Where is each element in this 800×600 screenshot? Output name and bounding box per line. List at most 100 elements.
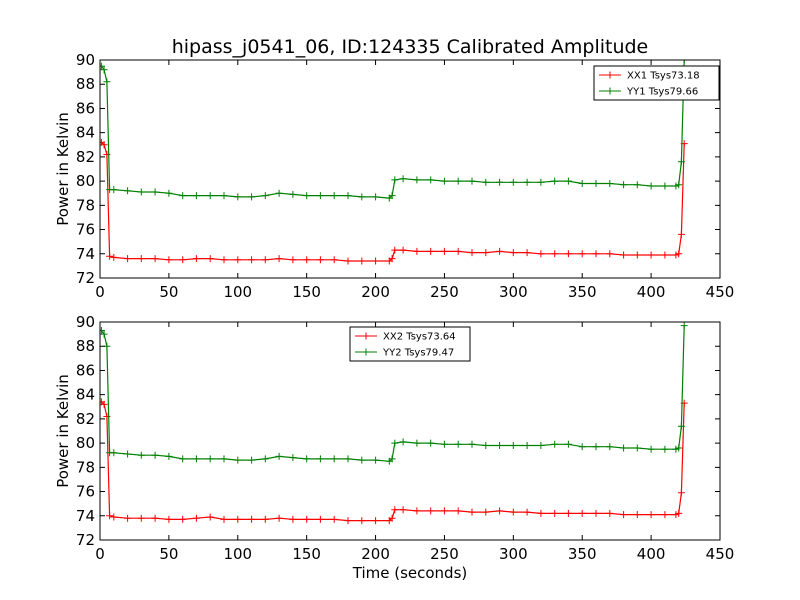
data-point-2-2-49 <box>677 422 685 430</box>
x-tick-label: 400 <box>637 545 666 563</box>
data-point-2-2-46 <box>661 445 669 453</box>
data-point-1-2-31 <box>454 177 462 185</box>
x-tick-label: 250 <box>430 545 459 563</box>
top-panel: 0 50 100 150 200 250 300 350 400 450 72 74 76 78 80 82 8… <box>76 51 734 301</box>
data-point-1-2-1 <box>100 66 108 74</box>
data-point-2-2-45 <box>647 445 655 453</box>
data-point-2-1-30 <box>440 507 448 515</box>
data-point-2-2-23 <box>372 456 380 464</box>
data-point-1-1-4 <box>110 253 118 261</box>
data-point-2-1-8 <box>165 515 173 523</box>
data-point-2-2-29 <box>427 439 435 447</box>
data-point-2-1-45 <box>647 511 655 519</box>
data-point-2-1-36 <box>523 508 531 516</box>
data-point-1-1-18 <box>303 256 311 264</box>
y-tick-label: 84 <box>76 386 95 404</box>
legend-swatch <box>355 332 377 340</box>
data-point-1-1-43 <box>620 251 628 259</box>
data-point-2-1-34 <box>496 507 504 515</box>
y-tick-label: 82 <box>76 148 95 166</box>
data-point-1-2-21 <box>344 192 352 200</box>
data-point-2-2-1 <box>100 330 108 338</box>
data-point-2-1-15 <box>261 515 269 523</box>
data-point-1-2-37 <box>537 178 545 186</box>
data-point-2-2-33 <box>482 442 490 449</box>
data-point-2-1-48 <box>675 509 683 517</box>
data-point-1-2-19 <box>316 192 324 200</box>
y-tick-label: 80 <box>76 172 95 190</box>
data-point-2-2-0 <box>100 327 105 334</box>
data-point-1-2-17 <box>289 190 297 198</box>
data-point-2-1-49 <box>677 489 685 497</box>
y-tick-label: 72 <box>76 269 95 287</box>
x-tick-label: 450 <box>706 283 735 301</box>
data-point-1-2-32 <box>468 177 476 185</box>
y-tick-label: 90 <box>76 313 95 331</box>
data-point-2-1-27 <box>399 506 407 514</box>
data-point-1-2-9 <box>179 192 187 200</box>
data-point-2-1-25 <box>388 514 396 522</box>
data-point-2-2-26 <box>391 439 399 447</box>
data-point-2-1-37 <box>537 509 545 517</box>
data-point-2-1-6 <box>137 514 145 522</box>
data-point-2-1-26 <box>391 506 399 514</box>
data-point-2-2-8 <box>165 452 173 460</box>
data-point-1-1-37 <box>537 250 545 258</box>
data-point-1-2-13 <box>234 193 242 201</box>
data-point-1-1-13 <box>234 256 242 264</box>
data-point-1-2-30 <box>440 177 448 185</box>
axes-frame-1 <box>99 59 721 279</box>
data-point-1-2-29 <box>427 176 435 184</box>
data-point-2-2-12 <box>220 455 228 463</box>
top-y-axis-label: Power in Kelvin <box>54 112 72 226</box>
data-point-2-1-31 <box>454 507 462 515</box>
axes-frame-2 <box>99 321 721 541</box>
y-tick-label: 80 <box>76 434 95 452</box>
data-point-1-2-15 <box>261 192 269 200</box>
data-point-2-2-30 <box>440 440 448 448</box>
data-point-1-1-8 <box>165 256 173 264</box>
data-point-2-2-11 <box>206 455 214 463</box>
data-point-1-1-3 <box>106 252 114 260</box>
y-tick-label: 76 <box>76 483 95 501</box>
data-point-2-2-6 <box>137 451 145 459</box>
data-point-1-1-7 <box>151 255 159 263</box>
data-point-2-2-13 <box>234 456 242 464</box>
data-point-2-2-36 <box>523 442 531 449</box>
data-point-1-1-16 <box>275 255 283 263</box>
bottom-y-axis-label: Power in Kelvin <box>54 374 72 488</box>
data-point-2-1-23 <box>372 517 380 525</box>
data-point-2-1-3 <box>106 512 114 520</box>
data-point-2-2-43 <box>620 444 628 452</box>
x-tick-label: 300 <box>499 283 528 301</box>
data-point-2-1-43 <box>620 511 628 519</box>
data-point-2-1-32 <box>468 508 476 516</box>
data-point-2-2-10 <box>192 455 200 463</box>
data-point-1-1-23 <box>372 257 380 265</box>
data-point-2-2-15 <box>261 455 269 463</box>
data-point-1-1-20 <box>330 256 338 264</box>
data-point-1-1-36 <box>523 249 531 257</box>
data-point-1-2-40 <box>578 180 586 187</box>
data-point-1-1-22 <box>358 257 366 265</box>
data-point-1-1-29 <box>427 247 435 255</box>
data-point-2-1-44 <box>633 511 641 519</box>
data-point-2-1-28 <box>413 507 421 515</box>
data-point-2-2-16 <box>275 452 283 460</box>
legend-entry-label: YY1 Tsys79.66 <box>626 87 698 98</box>
data-point-1-2-2 <box>103 78 111 86</box>
data-point-1-1-15 <box>261 256 269 264</box>
data-point-1-2-10 <box>192 192 200 200</box>
data-point-1-2-38 <box>551 177 559 185</box>
data-point-1-2-46 <box>661 182 669 190</box>
data-point-1-1-5 <box>124 255 132 263</box>
y-tick-label: 76 <box>76 221 95 239</box>
y-tick-label: 78 <box>76 196 95 214</box>
data-point-1-2-43 <box>620 181 628 189</box>
y-tick-label: 88 <box>76 337 95 355</box>
data-point-2-1-39 <box>564 509 572 517</box>
legend-entry-label: XX1 Tsys73.18 <box>627 71 700 82</box>
legend-entry-label: XX2 Tsys73.64 <box>383 332 456 343</box>
data-point-2-1-9 <box>179 515 187 523</box>
data-point-2-2-50 <box>680 322 688 330</box>
